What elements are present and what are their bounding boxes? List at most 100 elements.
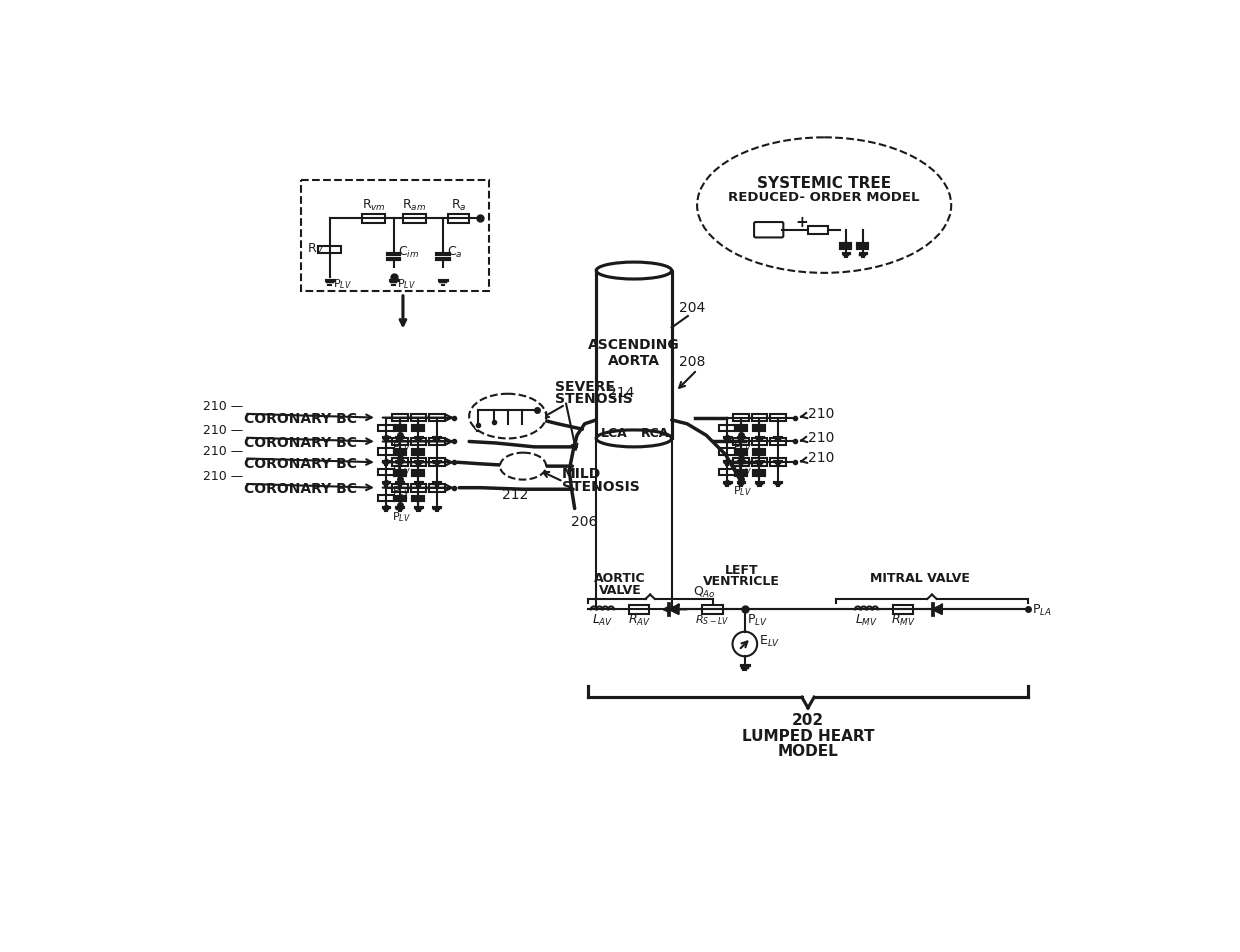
Text: 208: 208 [678, 355, 706, 369]
Text: RCA: RCA [641, 426, 670, 440]
Bar [894, 605, 914, 614]
Text: Q$_{Ao}$: Q$_{Ao}$ [693, 585, 717, 600]
Text: P$_{LV}$: P$_{LV}$ [392, 464, 410, 478]
Bar [319, 246, 341, 253]
Bar [472, 414, 485, 421]
Text: VENTRICLE: VENTRICLE [703, 575, 780, 588]
Bar [630, 605, 650, 614]
Bar [378, 469, 394, 475]
Text: P$_{LV}$: P$_{LV}$ [733, 440, 751, 454]
Ellipse shape [500, 452, 546, 480]
Bar [733, 438, 749, 446]
Text: P$_{LV}$: P$_{LV}$ [392, 510, 410, 524]
Bar [733, 414, 749, 422]
Text: 214: 214 [608, 386, 634, 400]
Text: 210: 210 [808, 451, 835, 466]
Text: 210 —: 210 — [202, 401, 243, 413]
Bar [429, 414, 444, 422]
Bar [719, 469, 735, 475]
Text: $R_{MV}$: $R_{MV}$ [892, 612, 916, 627]
Text: MITRAL VALVE: MITRAL VALVE [870, 572, 971, 585]
Text: AORTA: AORTA [608, 353, 660, 367]
Bar [378, 495, 394, 501]
Text: LUMPED HEART: LUMPED HEART [742, 729, 874, 744]
Bar [392, 414, 408, 422]
Bar [770, 414, 786, 422]
Text: R$_{vm}$: R$_{vm}$ [362, 198, 386, 213]
Text: C$_{im}$: C$_{im}$ [398, 246, 419, 261]
Bar [703, 605, 723, 614]
Bar [410, 459, 427, 466]
Bar [751, 459, 768, 466]
Bar [378, 448, 394, 455]
Text: 210: 210 [808, 430, 835, 445]
Text: MODEL: MODEL [777, 744, 838, 759]
Text: $L_{MV}$: $L_{MV}$ [856, 612, 878, 627]
Text: LEFT: LEFT [725, 565, 759, 577]
Text: AORTIC: AORTIC [594, 572, 646, 585]
Text: STENOSIS: STENOSIS [556, 392, 634, 407]
Bar [403, 213, 427, 223]
Text: 210 —: 210 — [202, 470, 243, 484]
Text: P$_{LV}$: P$_{LV}$ [332, 277, 352, 290]
Text: P$_{LV}$: P$_{LV}$ [733, 485, 751, 499]
Bar [429, 438, 444, 446]
Text: P$_{LV}$: P$_{LV}$ [392, 485, 410, 499]
Text: P$_{LA}$: P$_{LA}$ [1032, 604, 1052, 619]
Text: $R_{AV}$: $R_{AV}$ [627, 612, 651, 627]
Bar [410, 414, 427, 422]
Text: R$_{am}$: R$_{am}$ [403, 198, 427, 213]
Ellipse shape [596, 430, 672, 446]
Text: +: + [795, 215, 807, 230]
Text: 210: 210 [808, 407, 835, 421]
Text: 202: 202 [792, 713, 825, 728]
Text: $R_{S-LV}$: $R_{S-LV}$ [696, 613, 729, 627]
Text: VALVE: VALVE [599, 584, 641, 597]
Text: CORONARY BC: CORONARY BC [244, 436, 357, 450]
Text: $L_{AV}$: $L_{AV}$ [591, 612, 613, 627]
Bar [719, 425, 735, 430]
Bar [770, 438, 786, 446]
Bar [808, 226, 828, 234]
Ellipse shape [697, 137, 951, 273]
Bar [362, 213, 386, 223]
Text: ASCENDING: ASCENDING [588, 338, 680, 352]
Bar [300, 180, 490, 291]
Bar [429, 459, 444, 466]
Text: 212: 212 [501, 488, 528, 503]
Bar [392, 459, 408, 466]
Bar [719, 448, 735, 455]
Text: 206: 206 [570, 515, 598, 529]
Bar [429, 484, 444, 491]
Text: P$_{LV}$: P$_{LV}$ [748, 612, 769, 627]
Bar [733, 459, 749, 466]
Text: REDUCED- ORDER MODEL: REDUCED- ORDER MODEL [728, 191, 920, 204]
Text: R$_a$: R$_a$ [450, 198, 466, 213]
Text: P$_{LV}$: P$_{LV}$ [397, 277, 415, 290]
FancyBboxPatch shape [754, 222, 784, 237]
Bar [751, 414, 768, 422]
Ellipse shape [469, 394, 546, 439]
Text: CORONARY BC: CORONARY BC [244, 412, 357, 426]
Bar [448, 213, 469, 223]
Ellipse shape [596, 262, 672, 279]
Text: STENOSIS: STENOSIS [562, 480, 640, 494]
Bar [392, 484, 408, 491]
Bar [410, 438, 427, 446]
Bar [410, 484, 427, 491]
Text: P$_{LV}$: P$_{LV}$ [733, 464, 751, 478]
Text: R$_V$: R$_V$ [308, 242, 325, 257]
Text: LCA: LCA [600, 426, 627, 440]
Text: CORONARY BC: CORONARY BC [244, 457, 357, 471]
Polygon shape [932, 605, 942, 614]
Bar [751, 438, 768, 446]
Bar [392, 438, 408, 446]
Text: SYSTEMIC TREE: SYSTEMIC TREE [758, 176, 892, 191]
Bar [378, 425, 394, 430]
Bar [770, 459, 786, 466]
Text: E$_{LV}$: E$_{LV}$ [759, 634, 780, 649]
Polygon shape [670, 605, 678, 614]
Text: C$_a$: C$_a$ [446, 246, 463, 261]
Text: SEVERE: SEVERE [556, 380, 615, 394]
Text: MILD: MILD [562, 466, 601, 481]
